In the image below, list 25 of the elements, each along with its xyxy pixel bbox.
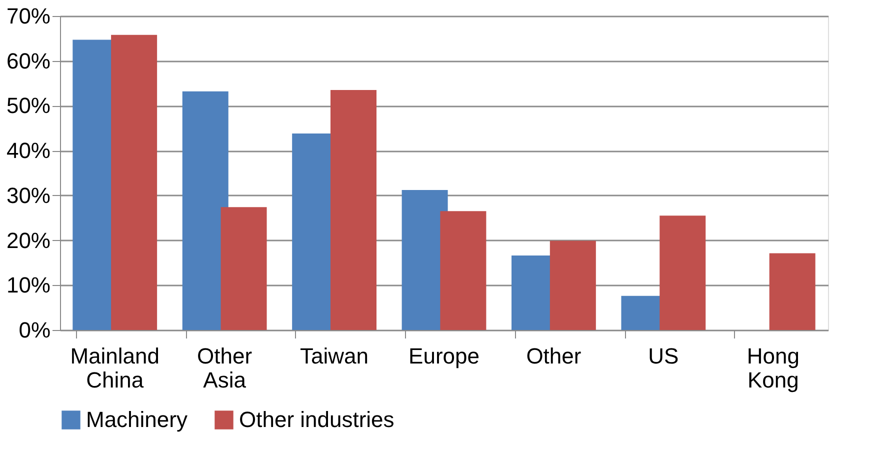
y-tick-label: 30%	[6, 182, 50, 208]
bar	[182, 91, 228, 330]
y-tick-label: 0%	[18, 318, 50, 342]
y-tick-label: 60%	[6, 48, 50, 74]
legend-label: Other industries	[239, 407, 394, 432]
y-tick-label: 20%	[6, 228, 50, 253]
y-tick-label: 70%	[6, 4, 50, 28]
x-tick-label: Hong Kong	[746, 344, 800, 392]
x-tick-label: Other Asia	[197, 344, 252, 392]
x-tick-label: US	[648, 344, 679, 368]
x-tick-label: Mainland China	[70, 344, 160, 392]
x-tick-label: Other	[526, 344, 582, 368]
bar	[330, 90, 376, 330]
legend-label: Machinery	[86, 407, 188, 432]
bar	[660, 216, 706, 330]
y-tick-label: 50%	[6, 93, 50, 118]
bar	[111, 34, 158, 330]
bar	[440, 211, 486, 330]
x-tick-label: Taiwan	[300, 344, 369, 368]
bar	[550, 240, 596, 330]
x-tick-label: Europe	[408, 344, 480, 368]
bar	[769, 253, 816, 330]
y-tick-label: 10%	[6, 272, 50, 298]
bar	[220, 207, 267, 330]
y-tick-label: 40%	[6, 138, 50, 164]
